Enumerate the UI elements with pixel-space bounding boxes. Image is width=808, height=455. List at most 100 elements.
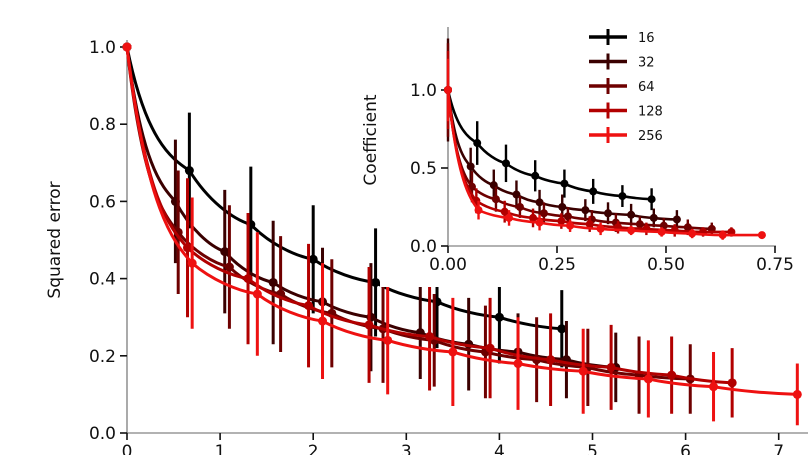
inset-x-tick-label: 0.75 — [756, 255, 794, 275]
inset-data-point — [466, 162, 475, 171]
legend-entry-32: 32 — [589, 53, 655, 71]
main-data-point — [224, 262, 234, 272]
main-x-tick-label: 4 — [494, 442, 505, 455]
main-plot: 0 1 2 3 4 5 6 7 0.0 0.2 0.4 0.6 0.8 1.0 — [89, 38, 808, 455]
legend-label: 128 — [638, 105, 663, 120]
inset-data-point — [515, 203, 524, 211]
main-y-tick-label: 0.4 — [89, 270, 116, 290]
main-data-point — [606, 362, 616, 372]
main-data-point — [667, 370, 677, 380]
legend-label: 256 — [638, 129, 663, 144]
main-data-point — [383, 335, 393, 345]
main-data-point — [643, 374, 653, 384]
inset-data-point — [491, 195, 500, 204]
main-data-point — [304, 301, 314, 311]
main-data-point — [371, 277, 381, 287]
legend: 16 32 64 128 256 — [589, 29, 663, 144]
main-y-tick-label: 0.2 — [89, 347, 116, 367]
inset-series-256 — [444, 58, 766, 240]
inset-backdrop — [380, 22, 808, 287]
main-data-point — [578, 366, 588, 376]
legend-label: 16 — [638, 31, 655, 46]
inset-data-point — [647, 195, 656, 204]
inset-data-point — [672, 215, 681, 224]
main-data-point — [709, 382, 719, 392]
legend-entry-256: 256 — [589, 127, 663, 144]
inset-data-point — [505, 213, 514, 222]
inset-data-point — [635, 220, 644, 229]
main-x-tick-label: 3 — [401, 442, 412, 455]
inset-background — [380, 22, 808, 287]
inset-data-point — [473, 139, 482, 148]
inset-data-point — [531, 171, 540, 180]
inset-data-point — [757, 231, 766, 240]
inset-data-point — [563, 212, 572, 221]
inset-data-point — [474, 206, 483, 215]
main-series-128 — [122, 42, 737, 418]
main-data-point — [122, 42, 132, 52]
inset-data-point — [604, 209, 613, 218]
inset-data-point — [657, 227, 666, 236]
inset-data-point — [589, 187, 598, 196]
inset-data-point — [500, 207, 509, 216]
main-y-tick-label: 0.0 — [89, 424, 116, 444]
main-data-point — [252, 289, 262, 299]
main-x-tick-label: 1 — [215, 442, 226, 455]
legend-label: 64 — [638, 80, 655, 95]
inset-data-point — [535, 198, 544, 207]
main-y-tick-label: 1.0 — [89, 38, 116, 58]
main-data-point — [792, 389, 802, 399]
main-x-tick-label: 2 — [308, 442, 319, 455]
inset-data-point — [539, 209, 548, 218]
inset-data-point — [557, 217, 566, 226]
main-x-tick-label: 7 — [773, 442, 784, 455]
main-data-point — [220, 247, 230, 257]
inset-y-tick-label: 0.0 — [410, 237, 437, 257]
main-data-point — [187, 258, 197, 268]
main-series-line — [125, 46, 616, 369]
inset-x-tick-label: 0.50 — [647, 255, 685, 275]
main-data-point — [184, 166, 194, 176]
main-data-point — [546, 355, 556, 365]
main-y-tick-label: 0.6 — [89, 192, 116, 212]
main-data-point — [557, 324, 567, 334]
inset-data-point — [535, 218, 544, 227]
legend-entry-128: 128 — [589, 102, 663, 120]
main-series-256 — [122, 42, 802, 426]
inset-x-tick-label: 0.00 — [429, 255, 467, 275]
inset-data-point — [512, 190, 521, 199]
main-x-tick-label: 5 — [587, 442, 598, 455]
legend-entry-16: 16 — [589, 29, 655, 46]
inset-data-point — [618, 192, 627, 201]
inset-y-axis-label: Coefficient — [361, 94, 381, 185]
inset-data-point — [627, 210, 636, 219]
inset-y-tick-label: 1.0 — [410, 81, 437, 101]
main-data-point — [513, 359, 523, 369]
main-data-point — [268, 277, 278, 287]
main-series-line — [125, 46, 798, 396]
main-data-point — [243, 274, 253, 284]
inset-data-point — [529, 213, 538, 222]
main-data-point — [425, 332, 435, 341]
main-x-tick-label: 0 — [122, 442, 133, 455]
main-data-point — [494, 312, 504, 322]
inset-data-point — [581, 206, 590, 215]
inset-data-point — [501, 159, 510, 168]
main-data-point — [308, 254, 318, 264]
main-data-point — [318, 316, 328, 326]
inset-data-point — [627, 226, 636, 235]
inset-data-point — [585, 220, 594, 229]
main-y-tick-label: 0.8 — [89, 115, 116, 135]
inset-data-point — [566, 221, 575, 230]
main-data-point — [364, 320, 374, 330]
inset-data-point — [683, 223, 692, 232]
main-data-point — [485, 343, 495, 353]
main-data-point — [727, 378, 737, 388]
legend-label: 32 — [638, 56, 655, 71]
inset-y-tick-label: 0.5 — [410, 159, 437, 179]
inset-data-point — [444, 86, 452, 94]
inset-data-point — [718, 231, 727, 240]
inset-data-point — [688, 229, 697, 238]
main-y-axis-label: Squared error — [45, 181, 65, 298]
inset-data-point — [649, 213, 658, 222]
